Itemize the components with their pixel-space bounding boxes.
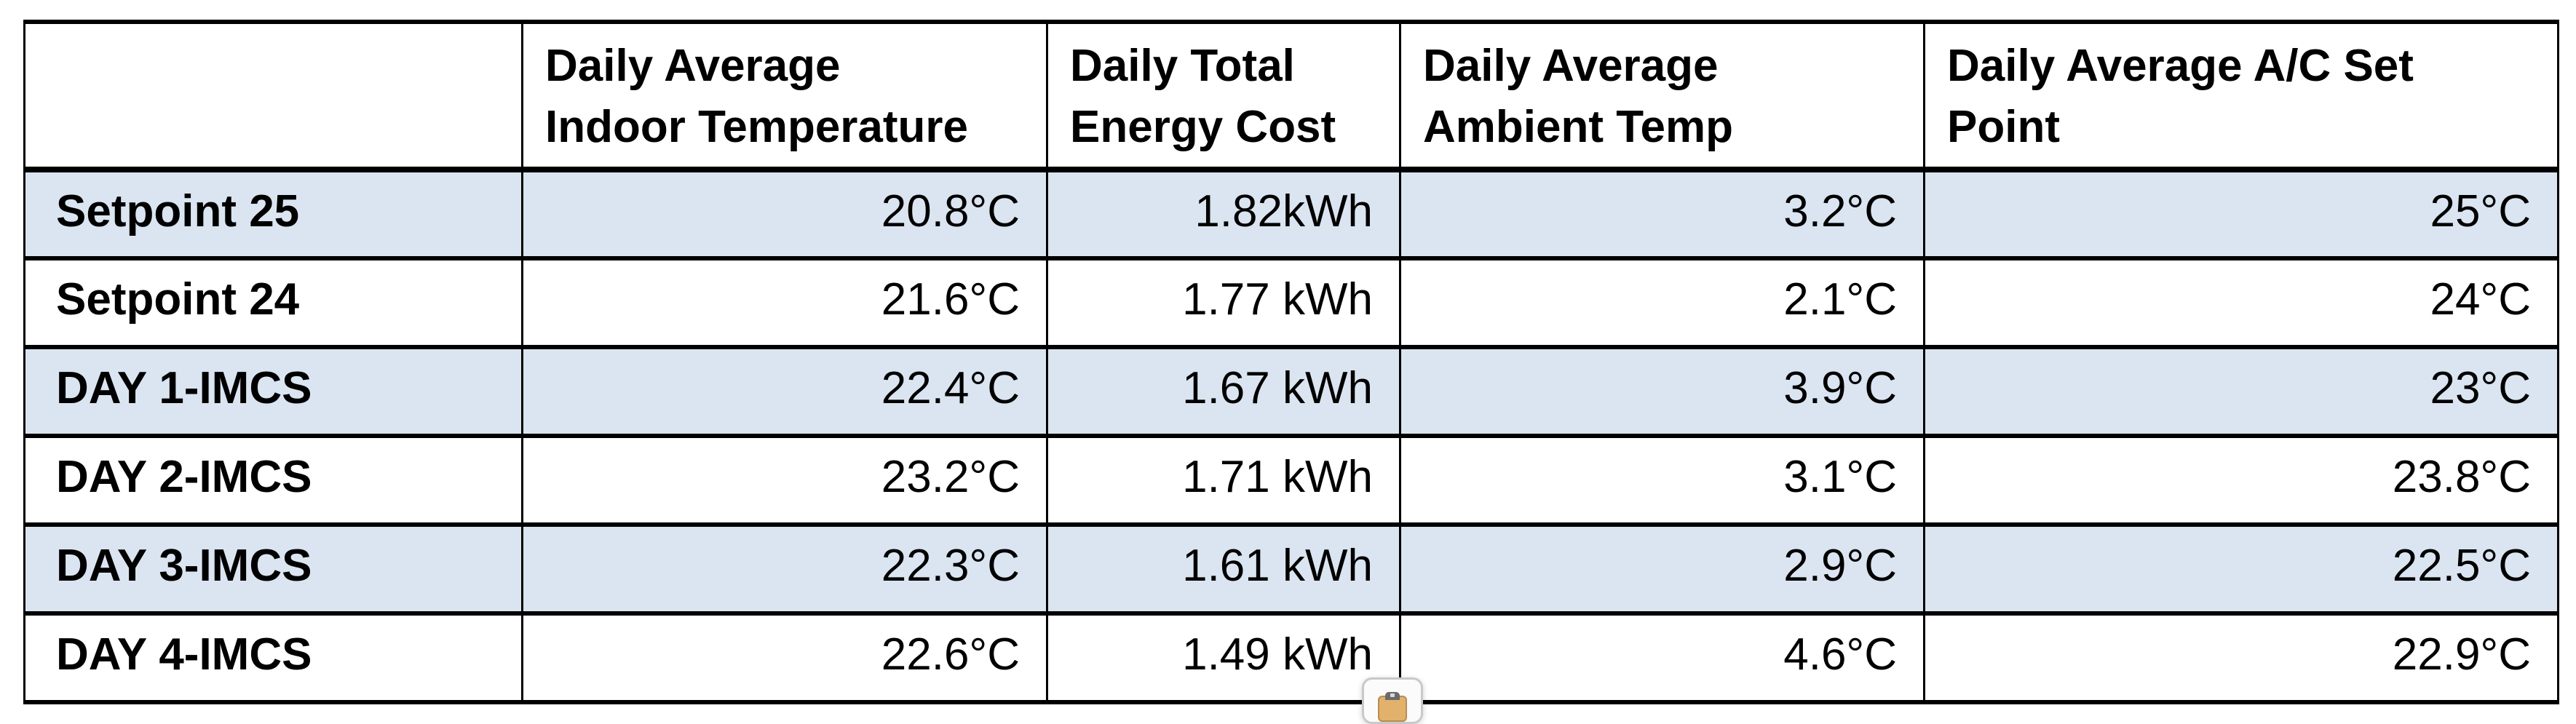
cell-ac-set-point: 25°C (1923, 167, 2559, 260)
cell-energy-cost: 1.71 kWh (1046, 434, 1401, 527)
cell-ambient-temp: 2.9°C (1399, 522, 1925, 616)
cell-indoor-temp: 21.6°C (521, 256, 1048, 349)
row-label: DAY 4-IMCS (23, 611, 523, 704)
cell-ac-set-point: 23°C (1923, 345, 2559, 438)
paste-options-button[interactable] (1362, 677, 1423, 724)
cell-ac-set-point: 22.9°C (1923, 611, 2559, 704)
cell-ambient-temp: 3.1°C (1399, 434, 1925, 527)
cell-indoor-temp: 22.6°C (521, 611, 1048, 704)
row-label: DAY 3-IMCS (23, 522, 523, 616)
cell-ac-set-point: 24°C (1923, 256, 2559, 349)
header-ac-set-point: Daily Average A/C Set Point (1923, 20, 2559, 172)
header-row: Daily Average Indoor Temperature Daily T… (23, 20, 2559, 172)
header-indoor-temp: Daily Average Indoor Temperature (521, 20, 1048, 172)
header-energy-cost: Daily Total Energy Cost (1046, 20, 1401, 172)
table-row: Setpoint 25 20.8°C 1.82kWh 3.2°C 25°C (23, 167, 2559, 260)
table-row: DAY 2-IMCS 23.2°C 1.71 kWh 3.1°C 23.8°C (23, 434, 2559, 527)
cell-indoor-temp: 22.3°C (521, 522, 1048, 616)
cell-energy-cost: 1.61 kWh (1046, 522, 1401, 616)
comparison-table: Daily Average Indoor Temperature Daily T… (23, 20, 2559, 704)
cell-energy-cost: 1.82kWh (1046, 167, 1401, 260)
cell-energy-cost: 1.49 kWh (1046, 611, 1401, 704)
cell-ambient-temp: 4.6°C (1399, 611, 1925, 704)
cell-indoor-temp: 20.8°C (521, 167, 1048, 260)
table-row: DAY 4-IMCS 22.6°C 1.49 kWh 4.6°C 22.9°C (23, 611, 2559, 704)
cell-energy-cost: 1.67 kWh (1046, 345, 1401, 438)
cell-ambient-temp: 2.1°C (1399, 256, 1925, 349)
row-label: DAY 2-IMCS (23, 434, 523, 527)
cell-energy-cost: 1.77 kWh (1046, 256, 1401, 349)
table-row: DAY 1-IMCS 22.4°C 1.67 kWh 3.9°C 23°C (23, 345, 2559, 438)
clipboard-icon (1374, 687, 1411, 722)
cell-ac-set-point: 23.8°C (1923, 434, 2559, 527)
cell-ac-set-point: 22.5°C (1923, 522, 2559, 616)
cell-ambient-temp: 3.2°C (1399, 167, 1925, 260)
row-label: DAY 1-IMCS (23, 345, 523, 438)
cell-indoor-temp: 22.4°C (521, 345, 1048, 438)
cell-indoor-temp: 23.2°C (521, 434, 1048, 527)
row-label: Setpoint 25 (23, 167, 523, 260)
row-label: Setpoint 24 (23, 256, 523, 349)
table-row: Setpoint 24 21.6°C 1.77 kWh 2.1°C 24°C (23, 256, 2559, 349)
table-row: DAY 3-IMCS 22.3°C 1.61 kWh 2.9°C 22.5°C (23, 522, 2559, 616)
header-empty (23, 20, 523, 172)
cell-ambient-temp: 3.9°C (1399, 345, 1925, 438)
header-ambient-temp: Daily Average Ambient Temp (1399, 20, 1925, 172)
